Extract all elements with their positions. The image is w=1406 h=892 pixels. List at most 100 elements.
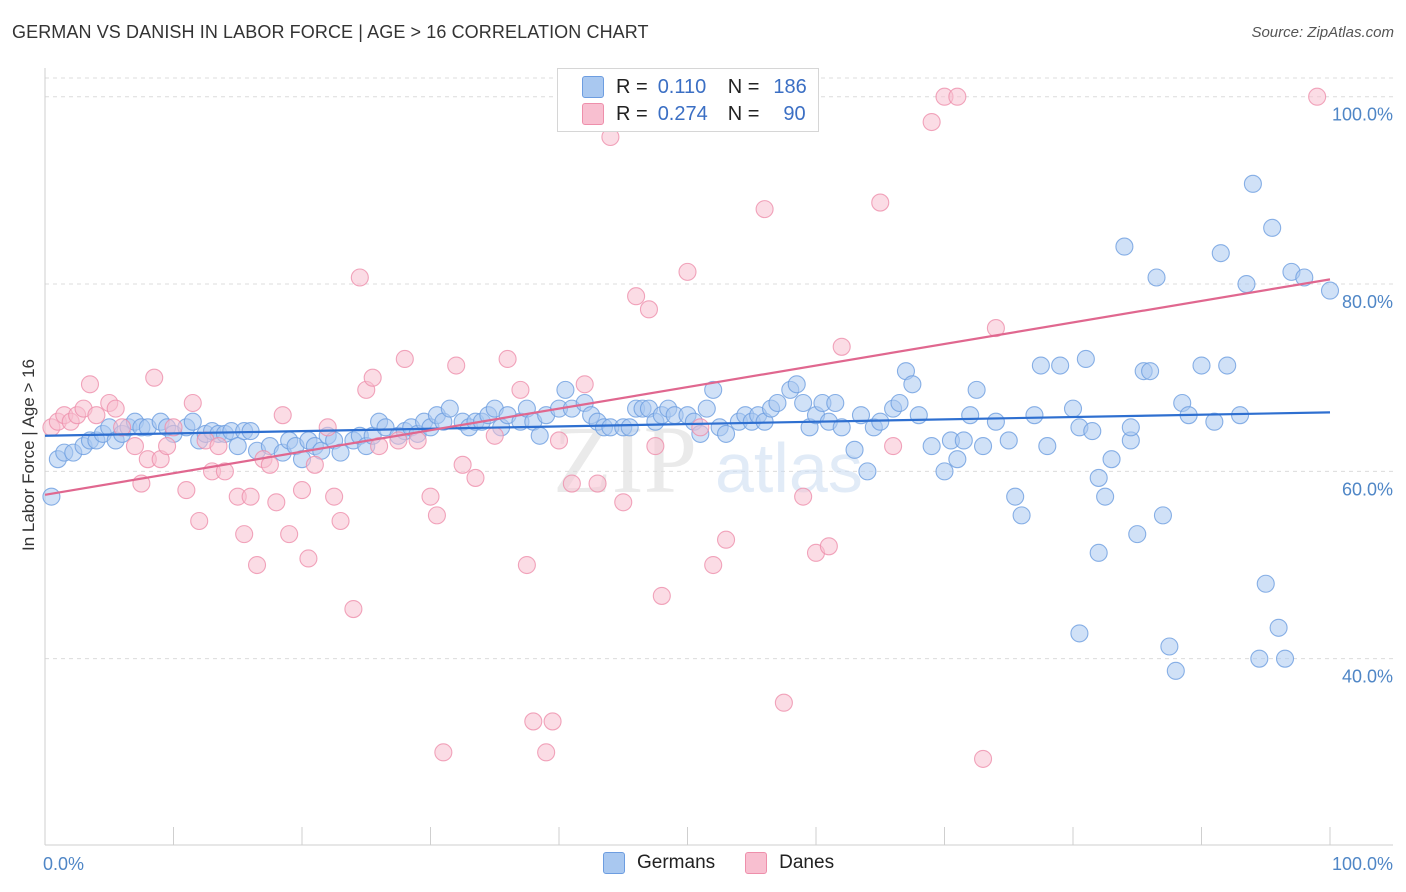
trend-line-danes	[44, 278, 1331, 496]
data-point	[177, 481, 196, 500]
data-point	[1211, 244, 1230, 263]
data-point	[1269, 618, 1288, 637]
data-point	[1038, 437, 1057, 456]
data-point	[973, 437, 993, 456]
data-point	[556, 380, 575, 399]
data-point	[826, 393, 845, 413]
data-point	[961, 406, 980, 425]
data-point	[787, 375, 806, 394]
data-point	[1263, 218, 1282, 237]
data-points	[42, 87, 1340, 768]
bottom-legend-danes[interactable]: Danes	[745, 852, 834, 874]
data-point	[1006, 487, 1025, 506]
bottom-legend-label-germans: Germans	[637, 852, 716, 873]
data-point	[999, 431, 1018, 450]
data-point	[1031, 356, 1050, 375]
data-point	[1166, 661, 1185, 680]
data-point	[498, 349, 517, 369]
data-point	[106, 399, 125, 418]
legend-n-label: N =	[727, 75, 760, 98]
data-point	[697, 399, 716, 418]
data-point	[376, 418, 395, 437]
data-point	[1192, 356, 1211, 375]
trend-line-germans	[44, 411, 1331, 437]
legend-swatch-germans	[582, 76, 604, 98]
tick-labels: 40.0% 60.0% 80.0% 100.0% 0.0% 100.0%	[43, 105, 1393, 874]
legend-n-value: 186	[773, 75, 807, 98]
data-point	[325, 487, 344, 506]
data-point	[562, 474, 581, 493]
data-point	[774, 693, 793, 712]
bottom-legend: Germans Danes	[603, 852, 864, 874]
data-point	[228, 437, 247, 456]
data-point	[1275, 649, 1295, 668]
data-point	[858, 462, 877, 481]
data-point	[1063, 399, 1083, 418]
data-point	[145, 368, 164, 387]
data-point	[434, 743, 453, 762]
data-point	[890, 393, 909, 413]
data-point	[909, 406, 928, 425]
legend-n-value: 90	[783, 102, 806, 125]
data-point	[832, 337, 851, 356]
bottom-legend-swatch-danes	[745, 852, 768, 874]
chart-title: GERMAN VS DANISH IN LABOR FORCE | AGE > …	[12, 22, 649, 42]
data-point	[235, 525, 254, 544]
y-tick-label: 100.0%	[1332, 105, 1393, 125]
bottom-legend-swatch-germans	[603, 852, 625, 874]
data-point	[903, 375, 922, 394]
data-point	[440, 399, 459, 418]
trend-lines	[44, 278, 1331, 496]
data-point	[370, 437, 389, 456]
data-point	[620, 418, 639, 437]
legend-r-label: R =	[616, 75, 648, 98]
data-point	[164, 418, 183, 437]
data-point	[1147, 268, 1166, 287]
data-point	[247, 555, 267, 575]
data-point	[1102, 450, 1121, 469]
data-point	[922, 437, 941, 456]
data-point	[768, 393, 787, 413]
data-point	[209, 437, 228, 456]
legend-row-germans: R = 0.110 N = 186	[582, 74, 807, 100]
data-point	[331, 511, 350, 531]
data-point	[1205, 412, 1224, 431]
data-point	[1256, 574, 1275, 593]
data-point	[543, 712, 562, 731]
y-tick-label: 60.0%	[1342, 479, 1393, 499]
data-point	[716, 424, 736, 443]
data-point	[973, 749, 993, 768]
data-point	[408, 431, 427, 450]
data-point	[948, 450, 967, 469]
data-point	[794, 393, 813, 413]
source-label: Source: ZipAtlas.com	[1251, 24, 1394, 41]
bottom-legend-label-danes: Danes	[779, 852, 835, 873]
data-point	[1096, 487, 1115, 506]
y-axis-label: In Labor Force | Age > 16	[19, 359, 38, 551]
data-point	[395, 349, 414, 369]
x-tick-label-end: 100.0%	[1332, 854, 1393, 874]
bottom-legend-germans[interactable]: Germans	[603, 852, 715, 874]
series-danes	[42, 87, 1327, 768]
data-point	[1076, 349, 1095, 369]
data-point	[299, 549, 318, 568]
data-point	[190, 511, 209, 531]
data-point	[1012, 506, 1031, 525]
legend-swatch-danes	[582, 103, 604, 125]
data-point	[1141, 362, 1160, 381]
data-point	[549, 431, 569, 450]
data-point	[967, 380, 986, 399]
data-point	[1089, 543, 1108, 562]
data-point	[922, 112, 941, 132]
data-point	[704, 380, 723, 399]
data-point	[986, 319, 1005, 338]
data-point	[125, 437, 144, 456]
data-point	[113, 418, 132, 437]
data-point	[427, 506, 446, 525]
data-point	[1218, 356, 1237, 375]
data-point	[627, 287, 646, 306]
data-point	[530, 426, 549, 445]
data-point	[1115, 237, 1134, 256]
data-point	[755, 200, 774, 219]
data-point	[485, 426, 504, 445]
